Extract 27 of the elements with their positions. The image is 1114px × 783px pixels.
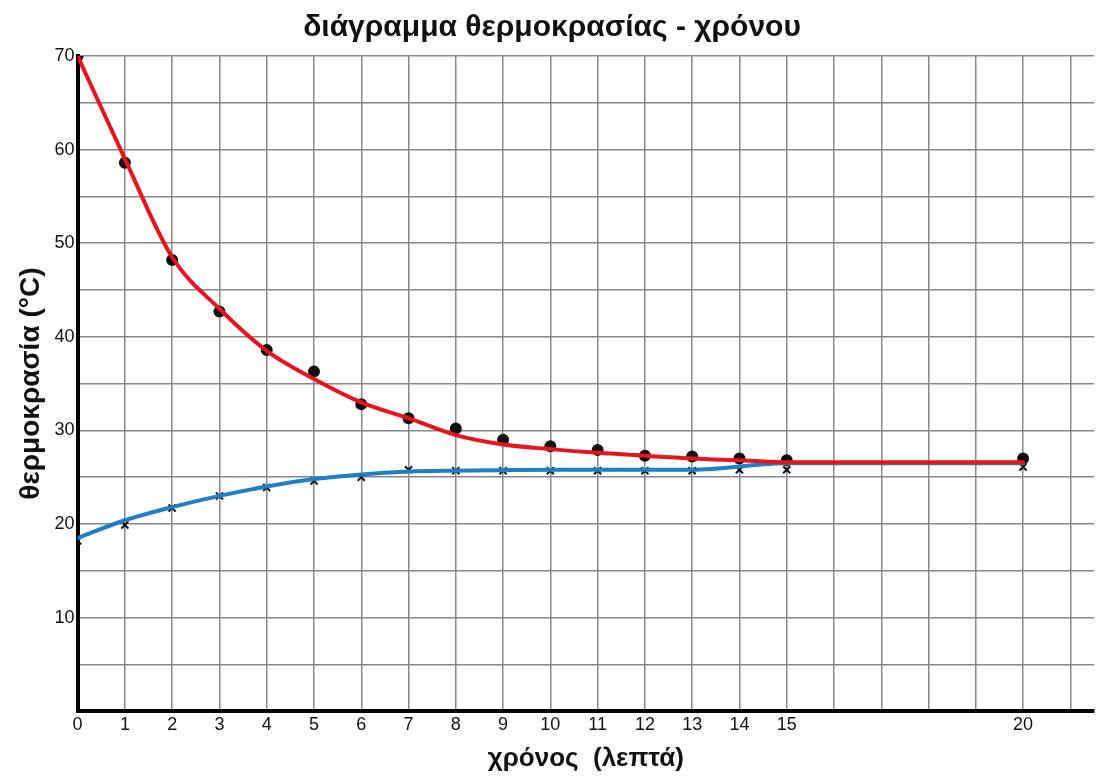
y-tick-label: 30: [54, 419, 75, 440]
x-tick-label: 10: [540, 713, 561, 734]
y-tick-label: 20: [54, 512, 75, 533]
x-tick-label: 7: [403, 713, 414, 734]
x-tick-label: 11: [588, 713, 607, 734]
x-tick-label: 2: [167, 713, 178, 734]
x-tick-label: 9: [498, 713, 509, 734]
x-tick-label: 20: [1013, 713, 1034, 734]
y-tick-label: 10: [54, 606, 75, 627]
chart-title: διάγραμμα θερμοκρασίας - χρόνου: [303, 9, 801, 43]
y-tick-label: 40: [54, 325, 75, 346]
x-tick-label: 0: [72, 713, 83, 734]
x-tick-label: 4: [261, 713, 272, 734]
x-tick-label: 13: [682, 713, 703, 734]
x-tick-label: 6: [356, 713, 367, 734]
x-tick-label: 5: [308, 713, 319, 734]
x-tick-label: 1: [119, 713, 130, 734]
x-axis-title: χρόνος (λεπτά): [487, 741, 684, 772]
y-axis-title: θερμοκρασία (°C): [13, 267, 45, 500]
x-tick-label: 3: [214, 713, 225, 734]
y-tick-label: 50: [54, 232, 75, 253]
x-tick-label: 8: [450, 713, 461, 734]
y-tick-label: 60: [54, 138, 75, 159]
y-tick-label: 70: [54, 44, 75, 65]
x-tick-label: 12: [634, 713, 655, 734]
x-tick-label: 14: [729, 713, 750, 734]
x-tick-label: 15: [776, 713, 797, 734]
